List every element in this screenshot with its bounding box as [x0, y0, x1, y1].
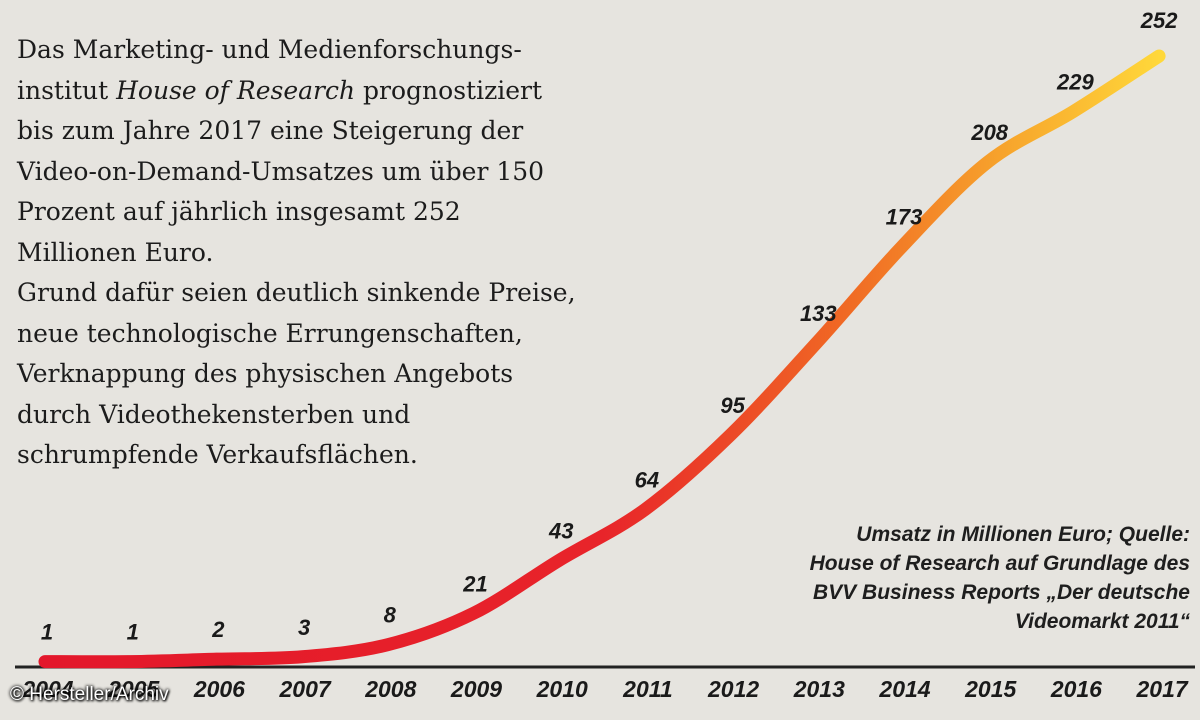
x-tick-2012: 2012: [707, 676, 759, 702]
x-tick-2015: 2015: [964, 676, 1017, 702]
x-tick-2016: 2016: [1050, 676, 1102, 702]
x-tick-2013: 2013: [793, 676, 845, 702]
data-label-2011: 64: [635, 468, 659, 493]
data-label-2007: 3: [298, 615, 310, 640]
source-line-2: House of Research auf Grundlage des: [809, 552, 1190, 575]
x-tick-2014: 2014: [878, 676, 930, 702]
x-tick-2017: 2017: [1136, 676, 1189, 702]
data-label-2016: 229: [1056, 69, 1094, 94]
intro-text: Das Marketing- und Medienforschungs-inst…: [17, 30, 577, 476]
intro-paragraph-2: Grund dafür seien deutlich sinkende Prei…: [17, 278, 576, 469]
intro-paragraph-1: Das Marketing- und Medienforschungs-inst…: [17, 30, 577, 273]
x-tick-2011: 2011: [622, 676, 672, 702]
data-label-2009: 21: [462, 571, 487, 596]
source-line-4: Videomarkt 2011“: [1014, 610, 1190, 633]
x-tick-2004: 2004: [21, 676, 73, 702]
data-label-2010: 43: [548, 518, 573, 543]
data-label-2015: 208: [970, 120, 1008, 145]
data-label-2008: 8: [384, 603, 397, 628]
data-label-2013: 133: [800, 301, 837, 326]
data-label-2014: 173: [886, 205, 923, 230]
data-label-2006: 2: [211, 617, 225, 642]
source-line-3: BVV Business Reports „Der deutsche: [813, 581, 1190, 604]
data-label-2017: 252: [1140, 8, 1178, 33]
intro-p1-institute: House of Research: [116, 75, 356, 105]
intro-p1-start: Das Marketing- und Medienforschungs-inst…: [17, 35, 522, 105]
image-credit: © Hersteller/Archiv: [10, 684, 169, 705]
x-tick-2008: 2008: [364, 676, 416, 702]
x-tick-2006: 2006: [193, 676, 245, 702]
data-label-2005: 1: [127, 620, 139, 645]
source-line-1: Umsatz in Millionen Euro; Quelle:: [856, 523, 1190, 546]
data-label-2012: 95: [720, 393, 745, 418]
intro-p1-end: prognostiziert bis zum Jahre 2017 eine S…: [17, 75, 545, 267]
source-note: Umsatz in Millionen Euro; Quelle: House …: [770, 520, 1190, 636]
x-tick-2009: 2009: [450, 676, 502, 702]
x-tick-2010: 2010: [536, 676, 588, 702]
series-line: [38, 49, 1166, 669]
x-tick-2005: 2005: [107, 676, 160, 702]
data-label-2004: 1: [41, 620, 53, 645]
x-tick-2007: 2007: [279, 676, 332, 702]
